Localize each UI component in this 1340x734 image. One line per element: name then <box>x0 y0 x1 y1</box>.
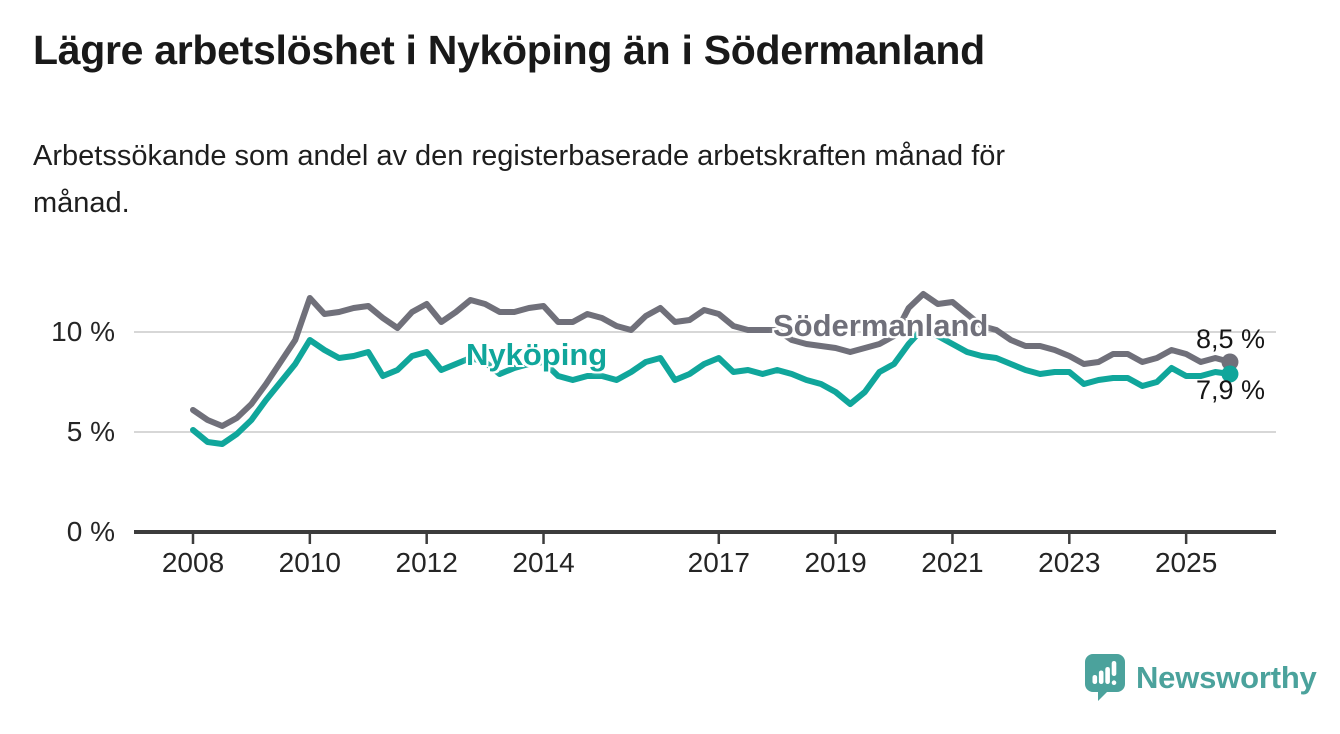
y-axis-label: 10 % <box>51 316 115 347</box>
newsworthy-logo-text: Newsworthy <box>1136 659 1317 695</box>
series-line-nyköping <box>190 325 1233 447</box>
x-axis-label: 2010 <box>278 547 341 578</box>
x-axis-label: 2023 <box>1038 547 1101 578</box>
end-value-label-sodermanland: 8,5 % <box>1196 324 1266 354</box>
series-label-sodermanland: Södermanland <box>773 308 989 343</box>
series-line-södermanland <box>190 291 1233 429</box>
end-dot-nyköping <box>1221 365 1239 383</box>
newsworthy-logo: Newsworthy <box>1085 654 1317 701</box>
x-axis-label: 2012 <box>395 547 458 578</box>
x-axis-label: 2008 <box>161 547 225 578</box>
y-axis-label: 0 % <box>66 516 115 547</box>
x-axis-label: 2021 <box>921 547 984 578</box>
x-axis-label: 2025 <box>1154 547 1218 578</box>
newsworthy-logo-icon <box>1085 654 1125 701</box>
page-title: Lägre arbetslöshet i Nyköping än i Söder… <box>33 27 985 73</box>
page-subtitle: Arbetssökande som andel av den registerb… <box>33 140 1006 219</box>
end-value-label-nykoping: 7,9 % <box>1196 375 1266 405</box>
x-axis-label: 2019 <box>804 547 867 578</box>
series-label-nykoping: Nyköping <box>466 337 608 372</box>
y-axis-label: 5 % <box>66 416 115 447</box>
end-dot-södermanland <box>1221 353 1239 371</box>
x-axis-label: 2014 <box>512 547 575 578</box>
x-axis-label: 2017 <box>687 547 750 578</box>
